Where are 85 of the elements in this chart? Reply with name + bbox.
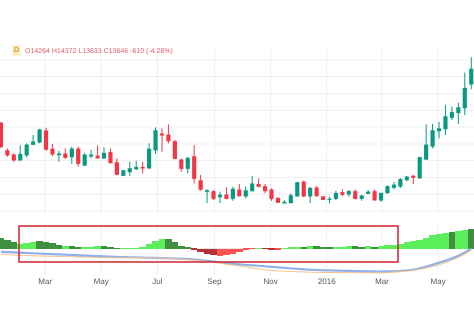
- candlestick: [38, 128, 42, 144]
- candlestick: [385, 184, 390, 194]
- candlestick: [82, 152, 87, 167]
- candlestick: [424, 124, 428, 160]
- candlestick: [353, 188, 358, 200]
- candlestick: [250, 176, 254, 192]
- candlestick: [121, 170, 126, 177]
- candlestick: [192, 144, 196, 184]
- x-tick-label: Mar: [375, 277, 390, 286]
- candlestick: [186, 156, 190, 174]
- candlestick: [218, 191, 222, 204]
- candlestick: [360, 194, 364, 202]
- candlestick: [288, 192, 293, 204]
- x-tick-label: May: [94, 277, 109, 286]
- candlestick: [224, 186, 228, 200]
- candlestick: [108, 148, 113, 164]
- candlestick: [31, 134, 36, 145]
- candlestick: [244, 186, 248, 199]
- candlestick: [147, 142, 152, 170]
- candlestick: [256, 178, 261, 188]
- candlestick: [153, 126, 158, 154]
- candlestick: [198, 174, 203, 192]
- candlestick: [430, 124, 435, 149]
- candlestick: [462, 72, 467, 116]
- candlestick: [179, 158, 184, 172]
- candlestick: [366, 190, 370, 194]
- candlestick: [346, 190, 351, 198]
- candlestick: [114, 158, 119, 176]
- x-tick-label: 2016: [318, 277, 336, 286]
- bar: [62, 246, 69, 249]
- candlestick: [327, 196, 332, 204]
- candlestick: [63, 148, 68, 160]
- candlestick: [134, 160, 138, 171]
- candlestick: [450, 106, 454, 121]
- x-tick-label: Sep: [207, 277, 222, 286]
- candlestick: [302, 180, 306, 198]
- candlestick: [334, 190, 338, 200]
- candlestick: [128, 161, 132, 177]
- candlestick: [314, 186, 319, 198]
- candlestick: [411, 174, 416, 185]
- bar: [307, 246, 313, 249]
- candlestick: [211, 190, 216, 200]
- candlestick: [166, 124, 171, 144]
- candlestick: [392, 181, 396, 190]
- candlestick: [443, 104, 448, 136]
- candlestick: [56, 150, 61, 162]
- candlestick: [282, 200, 286, 204]
- x-tick-label: Mar: [38, 277, 52, 286]
- candlestick: [418, 156, 422, 180]
- x-tick-label: Jul: [152, 277, 163, 286]
- candlestick: [89, 150, 94, 159]
- bar: [449, 232, 455, 249]
- candlestick: [24, 142, 29, 158]
- candlestick: [50, 144, 55, 157]
- candlestick: [205, 188, 210, 204]
- candlestick: [398, 178, 402, 188]
- candlestick: [230, 186, 235, 202]
- candlestick: [456, 102, 460, 125]
- candlestick: [12, 152, 16, 162]
- x-tick-label: May: [430, 277, 446, 286]
- candlestick: [340, 188, 344, 196]
- candlestick: [172, 139, 177, 160]
- candlestick: [160, 128, 164, 152]
- candlestick: [276, 196, 280, 204]
- candlestick: [436, 121, 442, 139]
- candlestick: [295, 181, 300, 198]
- candlestick: [372, 188, 377, 202]
- candlestick: [237, 184, 242, 198]
- candlestick: [308, 186, 312, 204]
- candlestick: [140, 161, 145, 174]
- candlestick: [269, 188, 274, 202]
- candlestick: [5, 148, 10, 158]
- candlestick: [76, 146, 80, 168]
- candlestick: [70, 146, 74, 165]
- candlestick: [44, 127, 48, 152]
- candlestick: [262, 184, 268, 194]
- candlestick: [469, 56, 474, 90]
- candlestick: [404, 176, 409, 182]
- candlestick: [102, 146, 106, 160]
- x-tick-label: Nov: [263, 277, 278, 286]
- bar: [468, 229, 474, 249]
- bar: [365, 246, 371, 249]
- candlestick: [95, 145, 100, 160]
- candlestick: [378, 192, 384, 202]
- candlestick: [18, 144, 22, 162]
